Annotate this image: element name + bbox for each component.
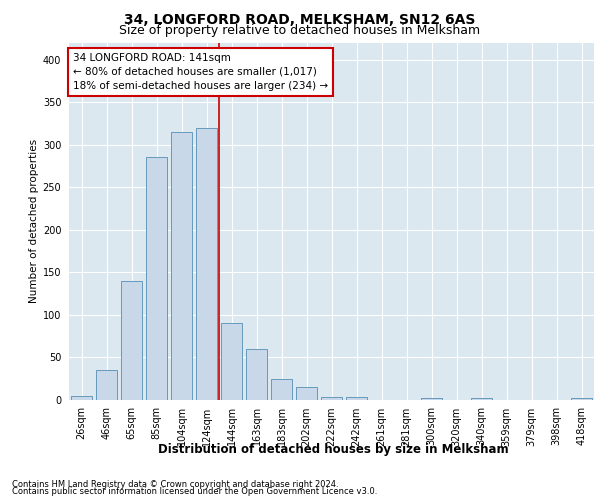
Bar [471,398,492,400]
Bar [71,396,92,400]
Text: 34 LONGFORD ROAD: 141sqm
← 80% of detached houses are smaller (1,017)
18% of sem: 34 LONGFORD ROAD: 141sqm ← 80% of detach… [73,52,328,90]
Text: Distribution of detached houses by size in Melksham: Distribution of detached houses by size … [158,442,508,456]
Bar [146,158,167,400]
Bar [121,281,142,400]
Bar [571,398,592,400]
Bar [196,128,217,400]
Bar [221,324,242,400]
Text: Size of property relative to detached houses in Melksham: Size of property relative to detached ho… [119,24,481,37]
Y-axis label: Number of detached properties: Number of detached properties [29,139,38,304]
Text: Contains HM Land Registry data © Crown copyright and database right 2024.: Contains HM Land Registry data © Crown c… [12,480,338,489]
Bar [321,396,342,400]
Text: 34, LONGFORD ROAD, MELKSHAM, SN12 6AS: 34, LONGFORD ROAD, MELKSHAM, SN12 6AS [124,12,476,26]
Bar [96,370,117,400]
Bar [296,387,317,400]
Text: Contains public sector information licensed under the Open Government Licence v3: Contains public sector information licen… [12,487,377,496]
Bar [171,132,192,400]
Bar [246,349,267,400]
Bar [346,398,367,400]
Bar [271,378,292,400]
Bar [421,398,442,400]
